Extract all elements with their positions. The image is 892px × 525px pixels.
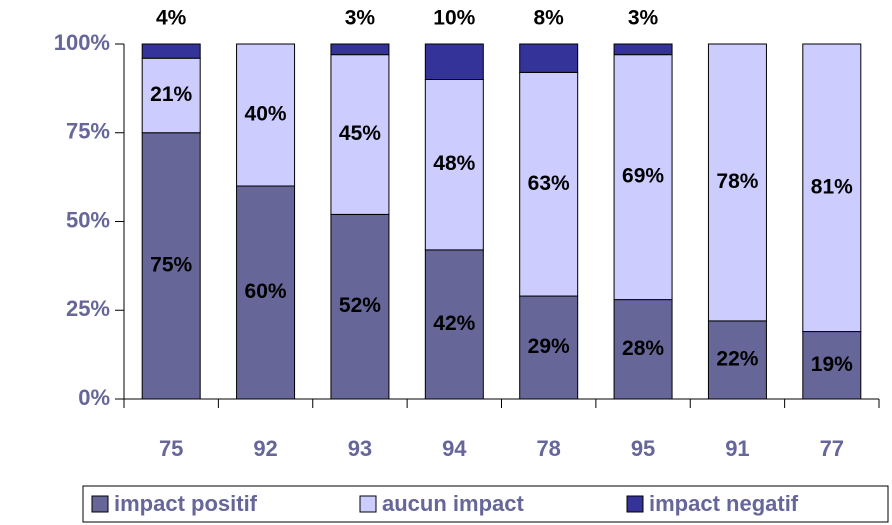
bar-segment <box>141 132 201 400</box>
bar-segment <box>424 43 484 80</box>
y-tick-label: 0% <box>78 385 110 410</box>
bar-segment <box>707 43 767 322</box>
legend-swatch <box>359 495 377 513</box>
bar-segment <box>802 331 862 400</box>
bar-segment <box>802 43 862 333</box>
data-label: 48% <box>433 152 475 175</box>
data-label: 22% <box>716 347 758 370</box>
data-label: 75% <box>150 253 192 276</box>
legend-box <box>82 485 889 523</box>
data-label: 42% <box>433 312 475 335</box>
x-tick-label: 93 <box>348 436 372 461</box>
data-label: 52% <box>339 294 381 317</box>
data-label: 21% <box>150 83 192 106</box>
bar-segment <box>141 57 201 134</box>
legend-label: aucun impact <box>382 491 524 516</box>
legend-label: impact positif <box>114 491 258 516</box>
x-tick-label: 91 <box>725 436 749 461</box>
data-label: 60% <box>245 280 287 303</box>
bar-segment <box>141 43 201 59</box>
data-label: 3% <box>628 7 659 30</box>
bar-segment <box>519 71 579 297</box>
y-tick-label: 75% <box>66 119 110 144</box>
data-label: 10% <box>433 7 475 30</box>
x-tick-label: 78 <box>536 436 560 461</box>
bar-segment <box>330 43 390 56</box>
legend-swatch <box>91 495 109 513</box>
data-label: 19% <box>811 353 853 376</box>
legend-swatch <box>626 495 644 513</box>
y-tick-label: 50% <box>66 207 110 232</box>
data-label: 78% <box>716 170 758 193</box>
data-label: 4% <box>156 7 187 30</box>
bar-segment <box>424 249 484 400</box>
x-tick-label: 75 <box>159 436 183 461</box>
bar-segment <box>613 299 673 400</box>
data-label: 69% <box>622 165 664 188</box>
y-tick-label: 25% <box>66 296 110 321</box>
bar-segment <box>424 79 484 251</box>
data-label: 28% <box>622 337 664 360</box>
x-tick-label: 94 <box>442 436 467 461</box>
x-tick-label: 92 <box>253 436 277 461</box>
bar-segment <box>519 295 579 400</box>
bar-segment <box>519 43 579 73</box>
bar-segment <box>707 320 767 400</box>
x-tick-label: 95 <box>631 436 655 461</box>
bar-segment <box>613 54 673 301</box>
y-tick-label: 100% <box>54 30 110 55</box>
data-label: 8% <box>534 7 565 30</box>
data-label: 3% <box>345 7 376 30</box>
data-label: 29% <box>528 335 570 358</box>
data-label: 63% <box>528 172 570 195</box>
bar-segment <box>613 43 673 56</box>
data-label: 45% <box>339 122 381 145</box>
bar-segment <box>236 43 296 187</box>
data-label: 81% <box>811 175 853 198</box>
x-tick-label: 77 <box>820 436 844 461</box>
data-label: 40% <box>245 103 287 126</box>
legend-label: impact negatif <box>649 491 799 516</box>
